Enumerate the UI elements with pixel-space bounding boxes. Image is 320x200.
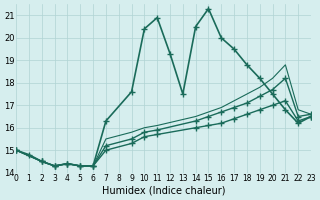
X-axis label: Humidex (Indice chaleur): Humidex (Indice chaleur) [102, 186, 225, 196]
